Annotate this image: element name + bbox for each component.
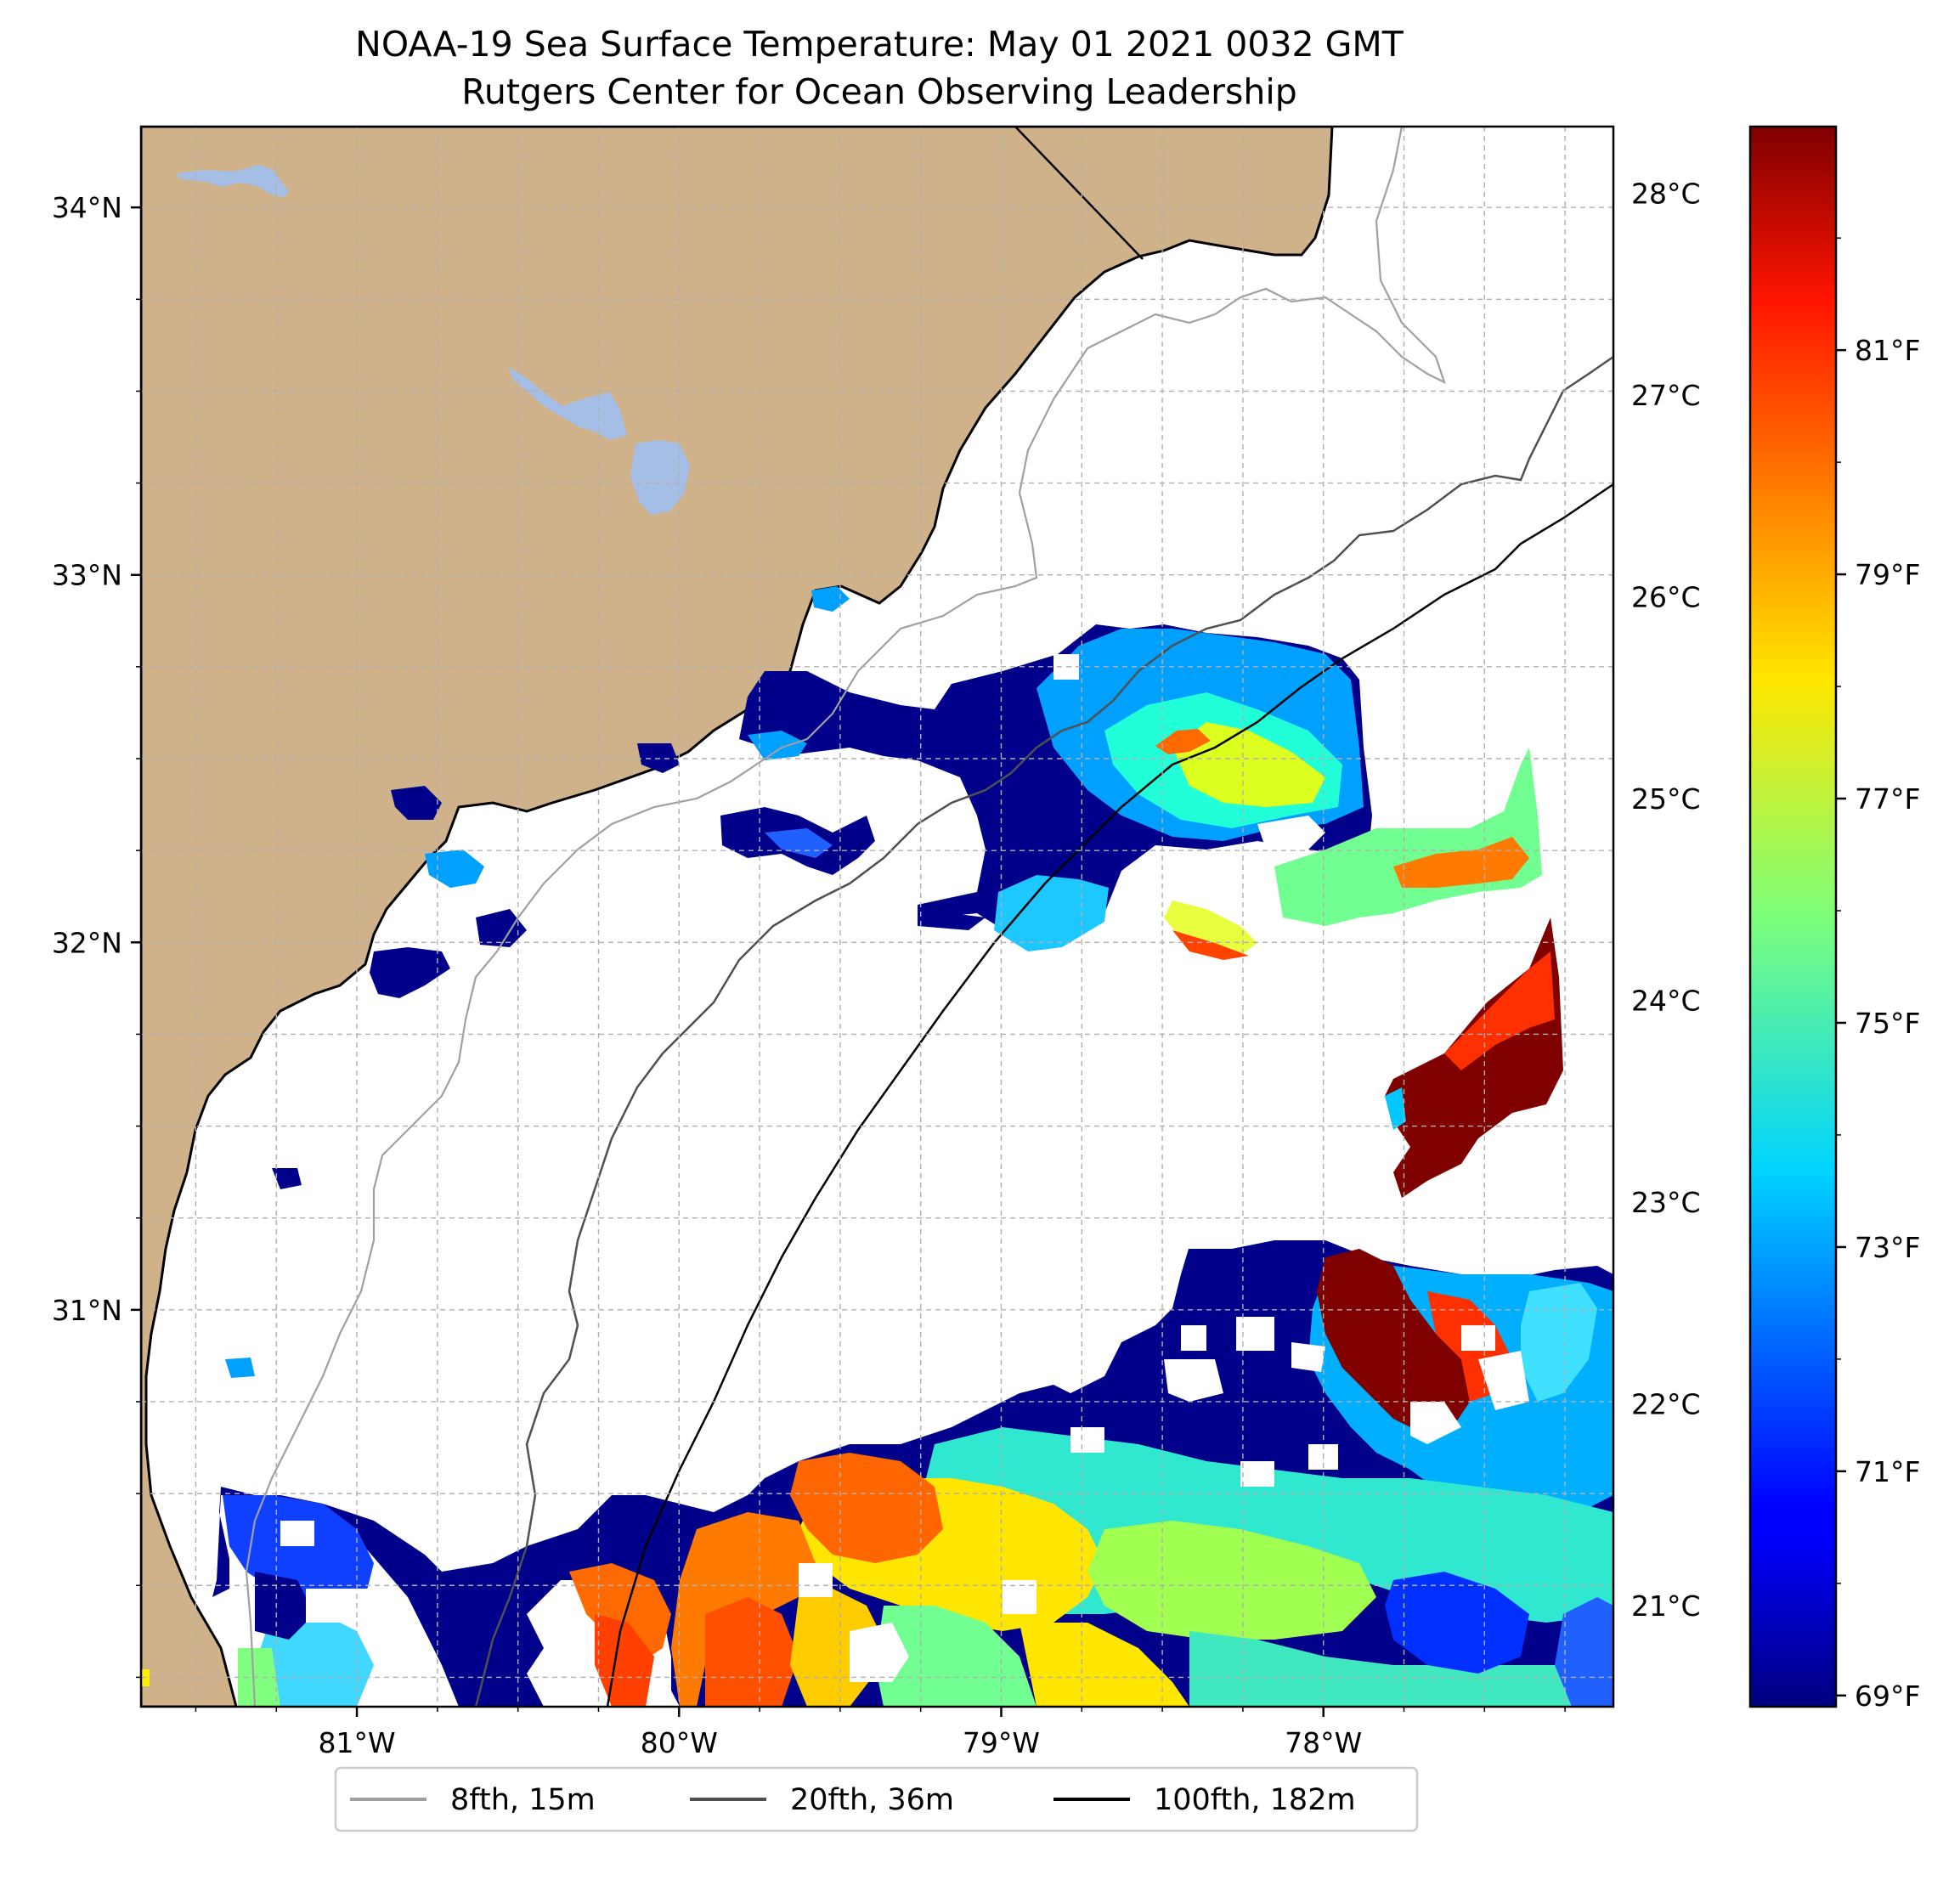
lon-tick-label: 81°W	[319, 1726, 396, 1759]
lat-tick-label: 34°N	[52, 191, 122, 224]
celsius-tick-label: 28°C	[1631, 177, 1701, 210]
colorbar-ticks: 28°C 27°C 26°C 25°C 24°C 23°C 22°C 21°C 81°F 79°F…	[1631, 177, 1920, 1712]
lake-waccamaw-icon	[177, 165, 289, 197]
fahrenheit-tick-label: 77°F	[1855, 782, 1920, 816]
lat-tick-label: 31°N	[52, 1294, 122, 1327]
celsius-tick-label: 24°C	[1631, 985, 1701, 1018]
celsius-tick-label: 21°C	[1631, 1589, 1701, 1623]
celsius-tick-label: 26°C	[1631, 580, 1701, 613]
colorbar-frame	[1748, 125, 1838, 1708]
axis-ticks: 34°N 33°N 32°N 31°N 81°W 80°W 79°W 78°W	[52, 191, 1566, 1759]
fahrenheit-tick-label: 69°F	[1855, 1680, 1920, 1713]
chart-title: NOAA-19 Sea Surface Temperature: May 01 …	[355, 24, 1404, 65]
cloud-mask-holes	[280, 654, 1529, 1682]
celsius-tick-label: 25°C	[1631, 782, 1701, 816]
isobath-8fth	[245, 127, 1446, 1707]
fahrenheit-tick-label: 81°F	[1855, 334, 1920, 367]
chart-subtitle: Rutgers Center for Ocean Observing Leade…	[461, 71, 1297, 112]
map-frame	[139, 125, 1615, 1708]
state-border	[1014, 127, 1144, 260]
lon-tick-label: 79°W	[963, 1726, 1040, 1759]
map-panel	[139, 125, 1615, 1708]
colorbar: 28°C 27°C 26°C 25°C 24°C 23°C 22°C 21°C 81°F 79°F…	[1631, 125, 1920, 1713]
lat-tick-label: 32°N	[52, 926, 122, 959]
colorbar-gradient	[1750, 127, 1836, 1707]
legend-label-8fth: 8fth, 15m	[450, 1783, 596, 1817]
fahrenheit-tick-label: 75°F	[1855, 1007, 1920, 1040]
lon-tick-label: 78°W	[1285, 1726, 1362, 1759]
celsius-tick-label: 27°C	[1631, 379, 1701, 412]
isobath-20fth	[474, 355, 1613, 1707]
legend-label-100fth: 100fth, 182m	[1154, 1783, 1356, 1817]
land-area	[141, 127, 1334, 1707]
legend-label-20fth: 20fth, 36m	[790, 1783, 954, 1817]
gridlines	[141, 127, 1613, 1707]
isobath-100fth	[606, 483, 1613, 1707]
lon-tick-label: 80°W	[641, 1726, 718, 1759]
lake-marion-icon	[508, 367, 690, 515]
celsius-tick-label: 22°C	[1631, 1388, 1701, 1421]
lat-tick-label: 33°N	[52, 559, 122, 592]
fahrenheit-tick-label: 71°F	[1855, 1455, 1920, 1488]
legend: 8fth, 15m 20fth, 36m 100fth, 182m	[334, 1766, 1419, 1832]
celsius-tick-label: 23°C	[1631, 1186, 1701, 1219]
fahrenheit-tick-label: 79°F	[1855, 558, 1920, 591]
legend-box	[334, 1766, 1419, 1832]
fahrenheit-tick-label: 73°F	[1855, 1231, 1920, 1264]
sst-data-layer	[141, 586, 1613, 1707]
